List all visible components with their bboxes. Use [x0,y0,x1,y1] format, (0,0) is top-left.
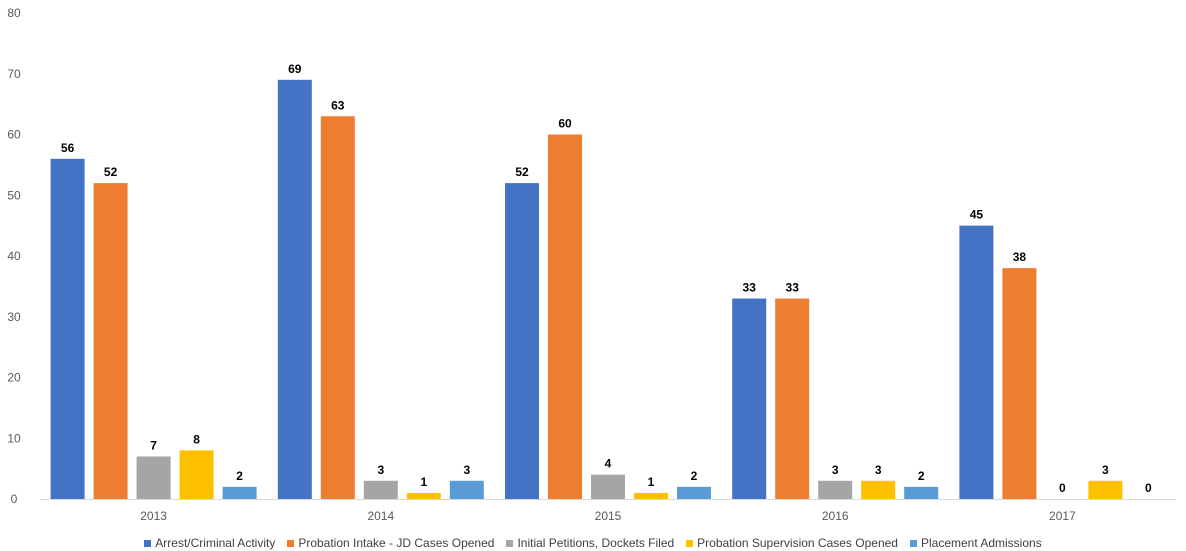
legend-swatch [506,539,514,547]
bar [775,298,810,499]
y-tick-label: 40 [7,249,21,263]
data-label: 60 [558,117,572,131]
bar [320,116,355,500]
data-label: 69 [288,62,302,76]
data-label: 2 [691,469,698,483]
bar [277,79,312,499]
data-label: 2 [918,469,925,483]
x-axis: 2013 2014 2015 2016 2017 [140,509,1076,523]
legend-label: Initial Petitions, Dockets Filed [517,536,675,550]
x-tick-label: 2013 [140,509,167,523]
data-label: 7 [150,438,157,452]
bar [505,183,539,499]
data-label: 1 [648,475,655,489]
data-label: 63 [331,98,345,112]
y-tick-label: 0 [11,492,18,506]
y-tick-label: 10 [7,431,21,445]
y-tick-label: 80 [7,6,21,20]
y-tick-label: 30 [7,310,21,324]
x-tick-label: 2016 [822,509,849,523]
chart-legend: Arrest/Criminal Activity Probation Intake… [0,535,1186,551]
bar [818,480,853,499]
bar [449,480,484,499]
legend-item: Arrest/Criminal Activity [144,536,275,550]
data-label: 4 [605,457,612,471]
legend-item: Placement Admissions [909,536,1042,550]
bar [222,486,257,499]
bar [1002,268,1037,499]
legend-item: Probation Supervision Cases Opened [686,536,898,550]
legend-swatch [144,539,152,547]
bar [677,486,711,499]
data-label: 56 [61,141,75,155]
legend-item: Initial Petitions, Dockets Filed [506,536,674,550]
data-label: 0 [1059,481,1066,495]
bar [959,225,994,499]
bar [634,492,668,499]
data-label: 3 [875,463,882,477]
bar [93,183,128,499]
bar [363,480,398,499]
x-tick-label: 2017 [1049,509,1076,523]
data-label: 3 [1102,463,1109,477]
data-label: 8 [193,432,200,446]
y-tick-label: 20 [7,371,21,385]
legend-swatch [287,539,295,547]
bar [1088,480,1123,499]
bar [548,134,582,499]
legend-label: Arrest/Criminal Activity [155,536,276,550]
data-label: 33 [743,281,757,295]
legend-label: Probation Supervision Cases Opened [697,536,898,550]
bar [179,450,214,499]
legend-label: Probation Intake - JD Cases Opened [298,536,495,550]
bar [591,474,625,499]
data-label: 3 [463,463,470,477]
bar [50,158,85,500]
data-label: 3 [377,463,384,477]
y-tick-label: 60 [7,128,21,142]
bar [861,480,896,499]
y-axis: 0 10 20 30 40 50 60 70 80 [7,6,21,506]
bar [732,298,767,499]
bar [904,486,939,499]
x-tick-label: 2014 [367,509,394,523]
legend-swatch [686,539,694,547]
data-label: 2 [236,469,243,483]
data-label: 52 [104,165,118,179]
y-tick-label: 50 [7,188,21,202]
bar [406,492,441,499]
data-label: 1 [420,475,427,489]
x-tick-label: 2015 [595,509,622,523]
legend-item: Probation Intake - JD Cases Opened [287,536,494,550]
data-label: 52 [515,165,529,179]
data-label: 33 [786,281,800,295]
data-label: 3 [832,463,839,477]
data-label: 0 [1145,481,1152,495]
data-label: 38 [1013,250,1027,264]
legend-label: Placement Admissions [920,536,1042,550]
bar [136,456,171,499]
y-tick-label: 70 [7,67,21,81]
legend-swatch [909,539,917,547]
data-label: 45 [970,208,984,222]
